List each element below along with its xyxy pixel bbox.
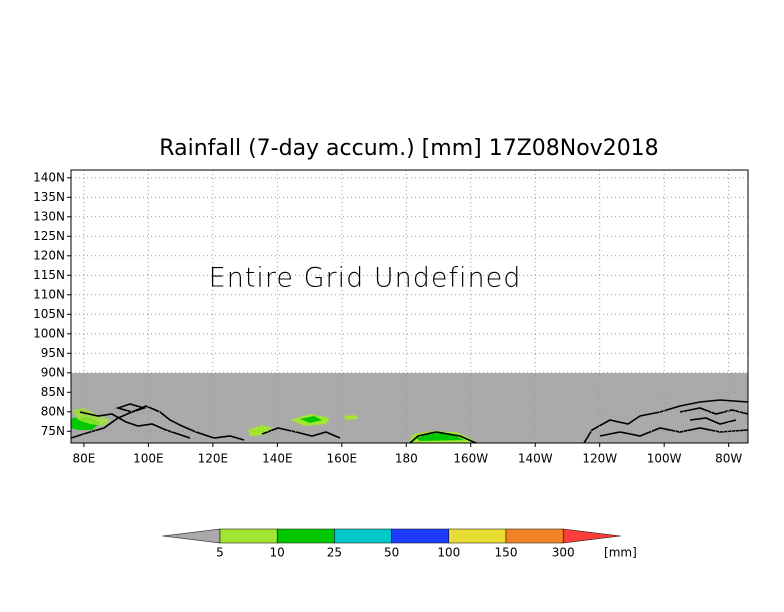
x-tick-label: 120E bbox=[198, 452, 229, 466]
x-tick-label: 180 bbox=[395, 452, 418, 466]
y-tick-label: 75N bbox=[41, 424, 65, 438]
colorbar-label: 5 bbox=[216, 546, 224, 560]
y-tick-label: 130N bbox=[33, 209, 65, 223]
colorbar-label: 50 bbox=[384, 546, 399, 560]
colorbar-box bbox=[505, 528, 564, 544]
colorbar-label: 25 bbox=[327, 546, 342, 560]
y-tick-label: 100N bbox=[33, 326, 65, 340]
y-tick-label: 110N bbox=[33, 287, 65, 301]
y-tick-label: 140N bbox=[33, 170, 65, 184]
y-tick-label: 95N bbox=[41, 346, 65, 360]
y-tick-label: 105N bbox=[33, 307, 65, 321]
x-tick-label: 100E bbox=[133, 452, 164, 466]
x-tick-label: 140W bbox=[518, 452, 553, 466]
x-tick-label: 160E bbox=[327, 452, 358, 466]
colorbar-label: 100 bbox=[437, 546, 460, 560]
y-tick-label: 85N bbox=[41, 385, 65, 399]
colorbar-label: 10 bbox=[270, 546, 285, 560]
plot-frame bbox=[70, 169, 749, 444]
y-tick-label: 120N bbox=[33, 248, 65, 262]
x-tick-label: 100W bbox=[647, 452, 682, 466]
colorbar-unit: [mm] bbox=[604, 546, 637, 560]
map-annotation: Entire Grid Undefined bbox=[209, 263, 522, 294]
colorbar-box bbox=[334, 528, 392, 544]
x-tick-label: 120W bbox=[582, 452, 617, 466]
y-tick-label: 115N bbox=[33, 268, 65, 282]
y-tick-label: 125N bbox=[33, 229, 65, 243]
colorbar-label: 150 bbox=[495, 546, 518, 560]
colorbar-low-triangle bbox=[162, 528, 221, 544]
x-tick-label: 140E bbox=[262, 452, 293, 466]
colorbar-high-triangle bbox=[562, 528, 621, 544]
colorbar-box bbox=[448, 528, 507, 544]
coastlines bbox=[70, 399, 749, 444]
y-tick-label: 80N bbox=[41, 404, 65, 418]
colorbar-label: 300 bbox=[552, 546, 575, 560]
x-tick-label: 80W bbox=[715, 452, 742, 466]
x-tick-label: 80E bbox=[72, 452, 95, 466]
y-tick-label: 90N bbox=[41, 365, 65, 379]
plot-area bbox=[70, 169, 749, 444]
map-title: Rainfall (7-day accum.) [mm] 17Z08Nov201… bbox=[159, 136, 658, 161]
colorbar-box bbox=[219, 528, 278, 544]
x-tick-label: 160W bbox=[453, 452, 488, 466]
y-tick-label: 135N bbox=[33, 190, 65, 204]
colorbar-box bbox=[276, 528, 335, 544]
colorbar-box bbox=[391, 528, 450, 544]
